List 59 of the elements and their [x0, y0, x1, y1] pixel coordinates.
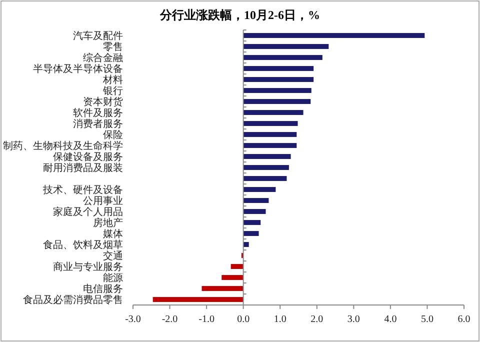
y-tick-label: 制药、生物科技及生命科学: [3, 140, 123, 152]
bar: [243, 66, 314, 71]
y-tick-label: 保险: [103, 129, 123, 141]
y-tick-label: 综合金融: [83, 52, 123, 64]
y-tick-label: 商业与专业服务: [53, 261, 123, 273]
y-tick-label: 软件及服务: [73, 107, 123, 119]
bar: [243, 33, 425, 38]
bar: [243, 231, 259, 236]
bar: [202, 286, 244, 291]
y-tick-label: 食品、饮料及烟草: [43, 239, 123, 251]
chart-title: 分行业涨跌幅，10月2-6日，%: [159, 8, 320, 22]
y-tick-label: 零售: [103, 41, 123, 53]
bar: [243, 165, 289, 170]
x-tick-label: -1.0: [198, 314, 214, 325]
bar: [243, 143, 297, 148]
bar: [243, 154, 291, 159]
bar: [243, 187, 276, 192]
y-tick-label: 房地产: [93, 217, 123, 229]
x-tick-label: 1.0: [274, 314, 286, 325]
bar: [243, 77, 314, 82]
bar: [243, 110, 304, 115]
y-tick-label: 能源: [103, 272, 123, 284]
bar: [243, 55, 322, 60]
y-tick-label: 食品及必需消费品零售: [23, 294, 123, 306]
bar: [243, 220, 261, 225]
y-tick-label: 交通: [103, 250, 123, 262]
x-tick-label: 5.0: [420, 314, 434, 325]
bar: [243, 242, 249, 247]
x-tick-label: 6.0: [458, 314, 470, 325]
y-tick-label: 半导体及半导体设备: [33, 63, 123, 75]
y-tick-label: 耐用消费品及服装: [43, 162, 123, 174]
y-tick-label: 媒体: [103, 228, 123, 240]
x-tick-label: 0.0: [237, 314, 250, 325]
y-tick-label: 银行: [102, 86, 123, 97]
bar: [243, 209, 266, 214]
y-tick-label: 保健设备及服务: [53, 151, 123, 163]
bar: [243, 44, 329, 49]
x-tick-label: 3.0: [347, 314, 360, 325]
y-tick-label: 公用事业: [83, 195, 123, 207]
x-tick-label: -3.0: [125, 314, 141, 325]
y-tick-label: 资本财货: [83, 96, 123, 108]
bar: [243, 198, 269, 203]
y-tick-label: 技术、硬件及设备: [42, 184, 123, 196]
x-tick-label: 4.0: [384, 314, 397, 325]
bar: [243, 176, 287, 181]
bar: [222, 275, 244, 280]
x-tick-label: -2.0: [162, 314, 178, 325]
y-tick-label: 汽车及配件: [73, 30, 123, 42]
bar: [230, 264, 244, 269]
bar: [243, 88, 312, 93]
y-tick-label: 家庭及个人用品: [53, 206, 123, 218]
bar: [243, 121, 298, 126]
y-tick-label: 材料: [102, 74, 123, 86]
x-tick-label: 2.0: [310, 314, 324, 325]
y-tick-label: 电信服务: [83, 283, 123, 295]
bar: [243, 132, 297, 137]
y-tick-label: 消费者服务: [73, 118, 123, 130]
bar: [243, 99, 311, 104]
bar: [152, 297, 244, 302]
